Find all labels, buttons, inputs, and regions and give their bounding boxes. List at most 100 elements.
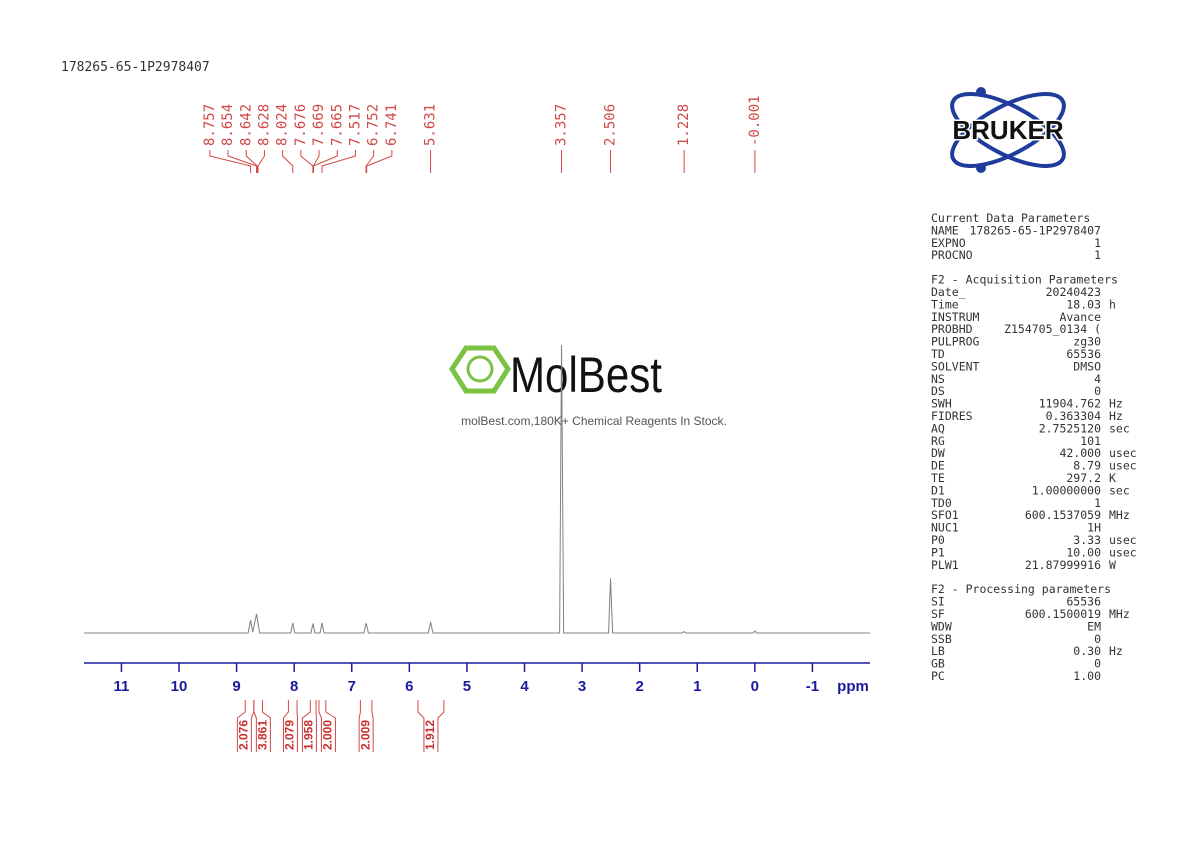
parameter-unit: MHz xyxy=(1109,607,1130,621)
peak-label: 8.654 xyxy=(220,104,236,146)
parameter-unit: h xyxy=(1109,297,1116,311)
parameter-name: GB xyxy=(931,657,945,671)
parameter-value: Z154705_0134 ( xyxy=(1004,322,1101,336)
peak-label: 6.752 xyxy=(366,104,382,146)
parameter-value: 65536 xyxy=(1066,595,1101,609)
parameter-name: INSTRUM xyxy=(931,310,980,324)
parameter-name: PROCNO xyxy=(931,248,973,262)
integral-bracket xyxy=(301,700,317,752)
peak-label: 8.024 xyxy=(275,104,291,146)
peak-label: 3.357 xyxy=(554,104,570,146)
peak-label: 7.665 xyxy=(329,104,345,146)
parameter-value: 600.1500019 xyxy=(1025,607,1101,621)
x-tick-label: 3 xyxy=(578,678,586,695)
parameter-unit: usec xyxy=(1109,459,1137,473)
integral-bracket xyxy=(318,700,336,752)
parameter-name: WDW xyxy=(931,619,952,633)
peak-connector xyxy=(321,150,356,173)
parameter-name: AQ xyxy=(931,421,945,435)
watermark-tagline: molBest.com,180K+ Chemical Reagents In S… xyxy=(461,414,727,428)
integral-bracket xyxy=(358,700,374,752)
peak-connector xyxy=(366,150,393,173)
integral-label: 1.912 xyxy=(423,720,437,750)
parameter-unit: sec xyxy=(1109,483,1130,497)
peak-label: 8.628 xyxy=(256,104,272,146)
x-tick-label: 1 xyxy=(693,678,701,695)
parameter-name: PLW1 xyxy=(931,558,959,572)
integral-label: 3.861 xyxy=(256,720,270,750)
parameter-unit: usec xyxy=(1109,533,1137,547)
parameter-name: SI xyxy=(931,595,945,609)
x-tick-label: 10 xyxy=(171,678,188,695)
parameter-value: 1.00000000 xyxy=(1032,483,1101,497)
x-axis-label: ppm xyxy=(837,678,869,695)
parameter-name: Time xyxy=(931,297,959,311)
x-tick-label: 9 xyxy=(232,678,240,695)
logo-orbit xyxy=(950,91,1066,169)
logo-dot xyxy=(976,163,986,173)
parameter-name: SOLVENT xyxy=(931,359,980,373)
parameter-name: LB xyxy=(931,644,945,658)
watermark-icon xyxy=(466,355,494,383)
parameter-name: SF xyxy=(931,607,945,621)
integral-label: 2.000 xyxy=(321,720,335,750)
peak-label: 1.228 xyxy=(676,104,692,146)
parameter-unit: Hz xyxy=(1109,644,1123,658)
parameter-name: FIDRES xyxy=(931,409,973,423)
parameter-unit: K xyxy=(1109,471,1116,485)
integral-label: 1.958 xyxy=(302,720,316,750)
parameter-value: 101 xyxy=(1080,434,1101,448)
peak-connector xyxy=(312,150,338,173)
parameter-name: NUC1 xyxy=(931,521,959,535)
watermark-brand: MolBest xyxy=(510,347,662,403)
parameter-section-title: Current Data Parameters xyxy=(931,211,1090,225)
parameter-value: 0.363304 xyxy=(1046,409,1101,423)
spectrum-title: 178265-65-1P2978407 xyxy=(61,60,210,75)
peak-connector xyxy=(257,150,265,173)
bruker-logo: BRUKER xyxy=(950,87,1066,173)
parameter-unit: usec xyxy=(1109,446,1137,460)
parameter-name: TD0 xyxy=(931,496,952,510)
watermark-icon xyxy=(449,345,511,394)
parameter-value: 65536 xyxy=(1066,347,1101,361)
parameter-name: PROBHD xyxy=(931,322,973,336)
peak-connector xyxy=(365,150,375,173)
parameter-value: 42.000 xyxy=(1059,446,1101,460)
peak-connector xyxy=(245,150,258,173)
parameter-name: SWH xyxy=(931,397,952,411)
logo-dot xyxy=(976,87,986,97)
watermark: MolBest molBest.com,180K+ Chemical Reage… xyxy=(449,345,727,428)
parameter-value: 0 xyxy=(1094,632,1101,646)
parameter-value: zg30 xyxy=(1073,335,1101,349)
peak-label: 7.517 xyxy=(347,104,363,146)
parameter-value: 0 xyxy=(1094,657,1101,671)
x-tick-label: 11 xyxy=(113,678,129,695)
peak-label: 2.506 xyxy=(603,104,619,146)
parameter-value: 1H xyxy=(1087,521,1101,535)
peak-label: 7.676 xyxy=(293,104,309,146)
parameter-value: 20240423 xyxy=(1046,285,1101,299)
parameter-name: NAME xyxy=(931,223,959,237)
parameter-name: NS xyxy=(931,372,945,386)
parameter-value: 0.30 xyxy=(1073,644,1101,658)
parameter-name: SSB xyxy=(931,632,952,646)
parameter-name: TD xyxy=(931,347,945,361)
parameter-name: PC xyxy=(931,669,945,683)
parameter-name: P1 xyxy=(931,545,945,559)
integral-bracket xyxy=(282,700,298,752)
x-tick-label: 5 xyxy=(463,678,471,695)
peak-label: -0.001 xyxy=(747,95,763,146)
parameter-value: 1.00 xyxy=(1073,669,1101,683)
parameter-value: 21.87999916 xyxy=(1025,558,1101,572)
x-tick-label: 2 xyxy=(635,678,643,695)
parameter-value: 4 xyxy=(1094,372,1101,386)
x-tick-label: 7 xyxy=(348,678,356,695)
parameter-value: Avance xyxy=(1059,310,1101,324)
logo-text: BRUKER xyxy=(952,115,1063,145)
parameter-name: TE xyxy=(931,471,945,485)
parameter-value: 178265-65-1P2978407 xyxy=(969,223,1101,237)
parameter-value: 1 xyxy=(1094,496,1101,510)
parameter-value: EM xyxy=(1087,619,1101,633)
